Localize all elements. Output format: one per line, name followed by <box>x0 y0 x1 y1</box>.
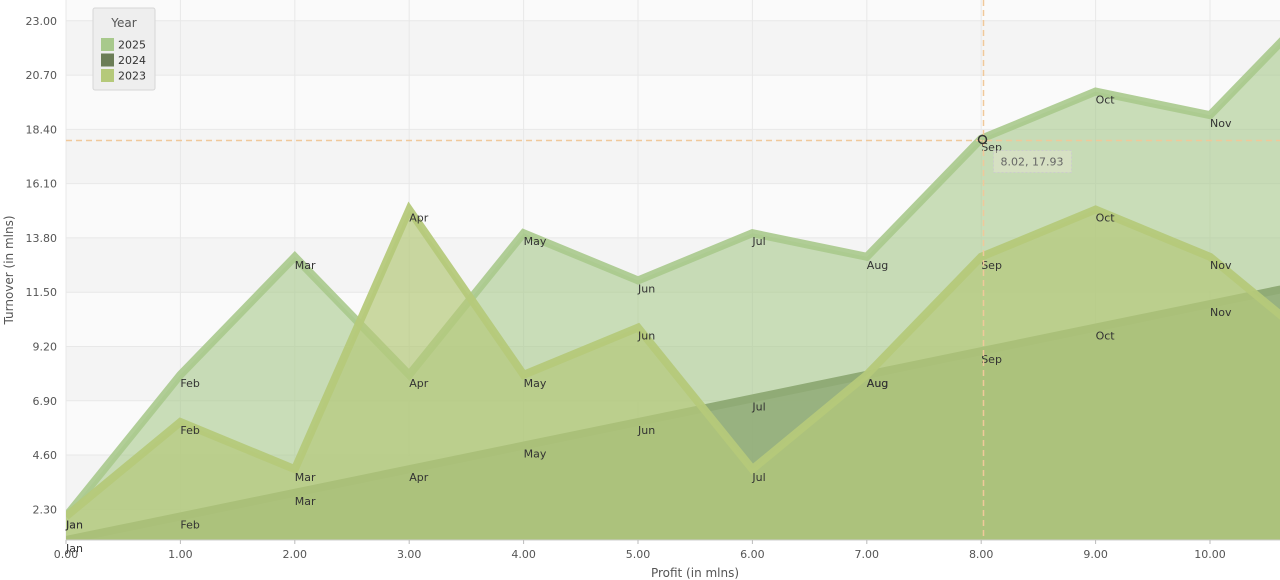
legend-item-2023[interactable]: 2023 <box>118 70 146 83</box>
point-label-2023: May <box>524 377 547 390</box>
series-areas <box>66 37 1280 540</box>
point-label-2025: Jun <box>637 282 655 295</box>
y-tick-label: 2.30 <box>33 503 58 516</box>
point-label-2024: May <box>524 448 547 461</box>
point-label-2024: Jul <box>751 400 765 413</box>
legend-item-2025[interactable]: 2025 <box>118 39 146 52</box>
point-label-2025: Jul <box>751 235 765 248</box>
legend-item-2024[interactable]: 2024 <box>118 54 146 67</box>
point-label-2023: Apr <box>409 212 429 225</box>
y-tick-label: 13.80 <box>26 232 58 245</box>
point-label-2024: Jan <box>65 542 83 555</box>
point-label-2024: Sep <box>981 353 1002 366</box>
point-label-2023: Jan <box>65 518 83 531</box>
x-tick-label: 0.00 <box>54 548 79 561</box>
point-label-2024: Feb <box>180 518 199 531</box>
crosshair-readout-box <box>992 149 1072 173</box>
x-tick-label: 7.00 <box>855 548 880 561</box>
x-tick-label: 10.00 <box>1194 548 1226 561</box>
point-label-2024: Oct <box>1096 330 1116 343</box>
x-tick-label: 9.00 <box>1083 548 1108 561</box>
point-label-2025: Oct <box>1096 94 1116 107</box>
crosshair-readout: 8.02, 17.93 <box>1000 155 1063 168</box>
y-tick-label: 11.50 <box>26 286 58 299</box>
point-label-2023: Sep <box>981 259 1002 272</box>
point-label-2023: Aug <box>867 377 888 390</box>
point-label-2024: Aug <box>867 377 888 390</box>
point-label-2023: Mar <box>295 471 316 484</box>
y-axis-title: Turnover (in mlns) <box>2 215 16 325</box>
legend-title: Year <box>110 16 136 30</box>
point-label-2024: Mar <box>295 495 316 508</box>
legend-swatch-2023[interactable] <box>101 69 114 82</box>
grid-band <box>66 0 1280 21</box>
point-labels: Jan Feb Mar Apr May Jun Jul Aug Sep Oct Nov Jan Feb M… <box>65 94 1232 555</box>
legend[interactable]: Year 2025 2024 2023 <box>92 7 156 91</box>
x-tick-label: 5.00 <box>626 548 651 561</box>
x-tick-label: 3.00 <box>397 548 422 561</box>
grid-band <box>66 20 1280 76</box>
legend-swatch-2024[interactable] <box>101 53 114 67</box>
y-tick-label: 20.70 <box>26 69 58 82</box>
point-label-2025: Apr <box>409 377 429 390</box>
y-tick-label: 16.10 <box>26 178 58 191</box>
crosshair: 8.02, 17.93 <box>66 0 1280 540</box>
point-label-2023: Jun <box>637 330 655 343</box>
y-tick-label: 6.90 <box>33 395 58 408</box>
point-label-2024: Jun <box>637 424 655 437</box>
point-label-2025: Feb <box>180 377 199 390</box>
x-tick-label: 6.00 <box>740 548 765 561</box>
line-2025 <box>66 37 1280 519</box>
x-tick-label: 4.00 <box>511 548 536 561</box>
point-label-2025: May <box>524 235 547 248</box>
point-label-2025: Aug <box>867 259 888 272</box>
y-tick-label: 4.60 <box>33 449 58 462</box>
point-label-2025: Mar <box>295 259 316 272</box>
x-tick-label: 2.00 <box>283 548 308 561</box>
point-label-2023: Feb <box>180 424 199 437</box>
y-tick-label: 9.20 <box>33 340 58 353</box>
x-axis-title: Profit (in mlns) <box>651 566 739 580</box>
point-label-2023: Oct <box>1096 212 1116 225</box>
legend-swatch-2025[interactable] <box>101 38 114 51</box>
point-label-2023: Jul <box>751 471 765 484</box>
point-label-2025: Nov <box>1210 117 1232 130</box>
cursor-icon <box>977 134 988 145</box>
x-tick-label: 8.00 <box>969 548 994 561</box>
point-label-2024: Apr <box>409 471 429 484</box>
point-label-2024: Nov <box>1210 306 1232 319</box>
y-tick-label: 18.40 <box>26 123 58 136</box>
line-2023 <box>66 201 1280 520</box>
x-tick-label: 1.00 <box>168 548 193 561</box>
axes: 0.00 1.00 2.00 3.00 4.00 5.00 6.00 7.00 8.00 9.00… <box>2 15 1280 580</box>
y-tick-label: 23.00 <box>26 15 58 28</box>
point-label-2025: Jan <box>65 518 83 531</box>
point-label-2023: Nov <box>1210 259 1232 272</box>
